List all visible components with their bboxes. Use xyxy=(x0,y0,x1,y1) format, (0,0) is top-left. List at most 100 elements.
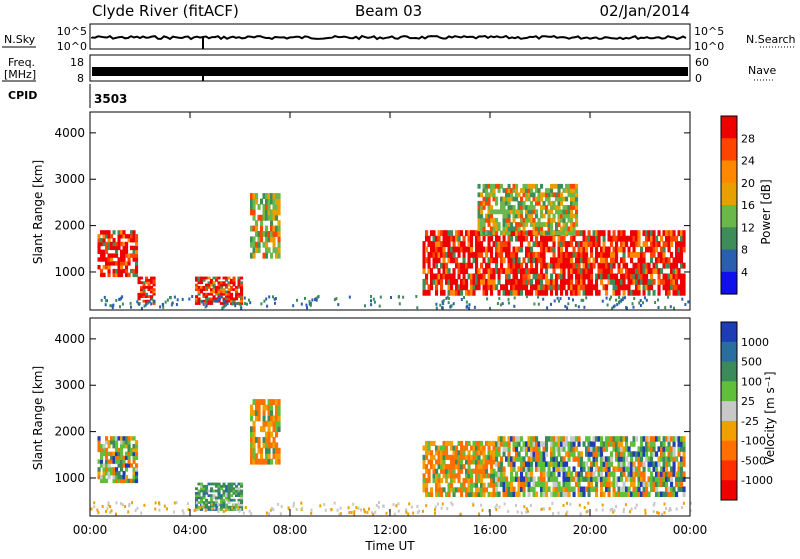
echo-cell xyxy=(637,257,641,264)
nsearch-tick-top: 10^5 xyxy=(694,25,724,38)
echo-cell xyxy=(217,285,221,289)
echo-cell xyxy=(107,444,111,449)
echo-cell xyxy=(142,299,146,303)
echo-cell xyxy=(582,230,586,237)
echo-cell xyxy=(540,183,544,189)
echo-cell xyxy=(225,505,229,509)
echo-cell xyxy=(97,447,101,453)
speckle-cell xyxy=(507,509,510,513)
echo-cell xyxy=(572,451,576,457)
echo-cell xyxy=(517,213,521,219)
echo-cell xyxy=(227,295,231,298)
echo-cell xyxy=(442,241,446,247)
echo-cell xyxy=(542,451,546,457)
echo-cell xyxy=(117,257,121,262)
echo-cell xyxy=(475,459,479,465)
echo-cell xyxy=(542,284,546,291)
echo-cell xyxy=(465,246,469,253)
echo-cell xyxy=(667,241,671,247)
echo-cell xyxy=(210,290,214,294)
echo-cell xyxy=(235,285,239,289)
echo-cell xyxy=(535,446,539,452)
echo-cell xyxy=(445,251,449,258)
echo-cell xyxy=(195,505,199,509)
echo-cell xyxy=(540,230,544,236)
echo-cell xyxy=(590,273,594,280)
echo-cell xyxy=(560,246,564,253)
echo-cell xyxy=(432,464,436,470)
echo-cell xyxy=(540,481,544,487)
echo-cell xyxy=(580,278,584,285)
echo-cell xyxy=(270,209,274,216)
echo-cell xyxy=(597,446,601,452)
speckle-cell xyxy=(268,512,270,516)
echo-cell xyxy=(422,268,426,274)
speckle-cell xyxy=(144,303,147,307)
echo-cell xyxy=(132,444,136,449)
echo-cell xyxy=(100,451,104,457)
echo-cell xyxy=(482,246,486,253)
echo-cell xyxy=(445,464,449,470)
echo-cell xyxy=(605,273,609,280)
echo-cell xyxy=(230,288,234,291)
echo-cell xyxy=(120,249,124,254)
echo-cell xyxy=(672,235,676,242)
echo-cell xyxy=(555,230,559,236)
echo-cell xyxy=(562,262,566,269)
echo-cell xyxy=(450,273,454,280)
echo-cell xyxy=(262,458,266,465)
echo-cell xyxy=(497,278,501,285)
echo-cell xyxy=(572,476,576,482)
echo-cell xyxy=(265,247,269,254)
echo-cell xyxy=(227,489,231,493)
echo-cell xyxy=(655,257,659,264)
echo-cell xyxy=(667,257,671,264)
echo-cell xyxy=(505,491,509,497)
echo-cell xyxy=(597,476,601,482)
echo-cell xyxy=(642,446,646,452)
echo-cell xyxy=(210,278,214,282)
echo-cell xyxy=(207,508,211,511)
echo-cell xyxy=(637,241,641,247)
echo-cell xyxy=(475,478,479,484)
echo-cell xyxy=(450,473,454,479)
echo-cell xyxy=(557,284,561,291)
echo-cell xyxy=(625,235,629,242)
echo-cell xyxy=(107,245,111,251)
echo-cell xyxy=(477,450,481,456)
echo-cell xyxy=(222,290,226,294)
echo-cell xyxy=(545,436,549,442)
echo-cell xyxy=(455,473,459,479)
speckle-cell xyxy=(611,507,614,511)
echo-cell xyxy=(585,461,589,467)
echo-cell xyxy=(430,230,434,237)
speckle-cell xyxy=(175,303,178,306)
echo-cell xyxy=(500,461,504,467)
echo-cell xyxy=(530,251,534,258)
echo-cell xyxy=(430,241,434,247)
echo-cell xyxy=(640,268,644,274)
speckle-cell xyxy=(468,306,471,310)
echo-cell xyxy=(482,222,486,227)
echo-cell xyxy=(145,281,149,285)
echo-cell xyxy=(205,297,209,301)
echo-cell xyxy=(100,257,104,262)
echo-cell xyxy=(232,505,236,509)
echo-cell xyxy=(622,486,626,492)
colorbar-tick-label: 1000 xyxy=(741,336,769,349)
echo-cell xyxy=(547,217,551,223)
echo-cell xyxy=(555,491,559,497)
echo-cell xyxy=(580,273,584,280)
echo-cell xyxy=(515,226,519,232)
colorbar-swatch xyxy=(721,440,737,461)
echo-cell xyxy=(650,456,654,462)
speckle-cell xyxy=(300,501,303,505)
echo-cell xyxy=(230,487,234,491)
echo-cell xyxy=(585,436,589,442)
echo-cell xyxy=(442,468,446,474)
speckle-cell xyxy=(583,305,586,309)
echo-cell xyxy=(442,246,446,253)
echo-cell xyxy=(562,436,566,442)
echo-cell xyxy=(550,209,554,215)
